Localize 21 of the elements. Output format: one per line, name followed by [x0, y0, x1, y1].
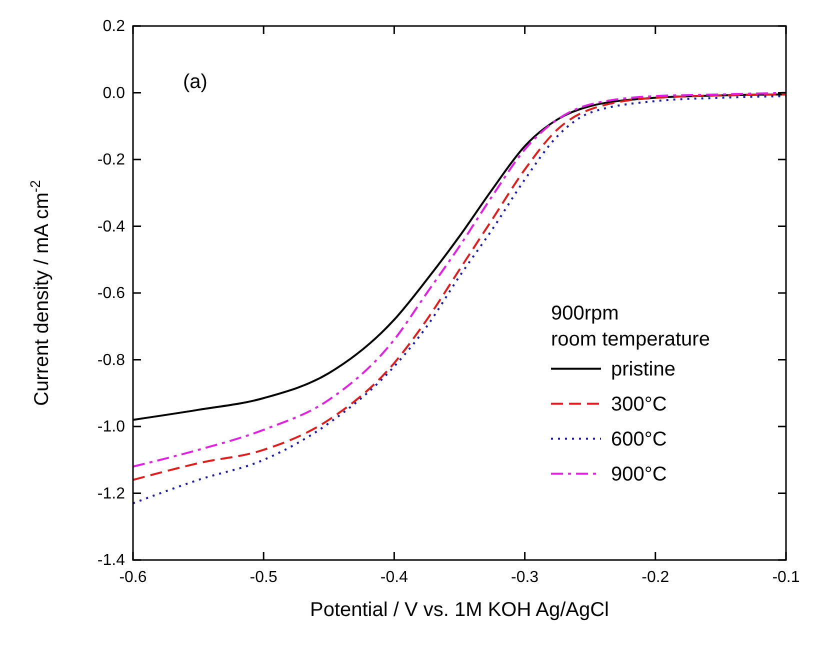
x-tick-label: -0.2	[642, 569, 670, 586]
x-tick-label: -0.4	[380, 569, 408, 586]
y-tick-label: -1.4	[97, 552, 126, 569]
y-tick-label: -0.4	[97, 218, 126, 236]
legend-label: 600°C	[611, 428, 667, 451]
x-axis-title: Potential / V vs. 1M KOH Ag/AgCl	[310, 599, 610, 621]
y-tick-label: -0.8	[97, 352, 126, 369]
y-tick-label: -0.6	[97, 285, 126, 302]
legend-label: 300°C	[611, 394, 667, 416]
x-tick-label: -0.1	[772, 569, 800, 586]
y-tick-label: -1.0	[97, 418, 126, 436]
y-tick-label: -0.2	[97, 152, 126, 168]
y-tick-label: -1.2	[97, 485, 126, 502]
legend-label: 900°C	[611, 464, 667, 486]
legend-label: pristine	[611, 358, 676, 381]
y-tick-label: 0.2	[102, 18, 126, 35]
x-tick-label: -0.6	[119, 569, 147, 586]
x-tick-label: -0.5	[250, 569, 278, 586]
annotation: (a)	[183, 71, 208, 93]
y-tick-label: 0.0	[102, 84, 126, 102]
x-tick-label: -0.3	[511, 569, 539, 586]
